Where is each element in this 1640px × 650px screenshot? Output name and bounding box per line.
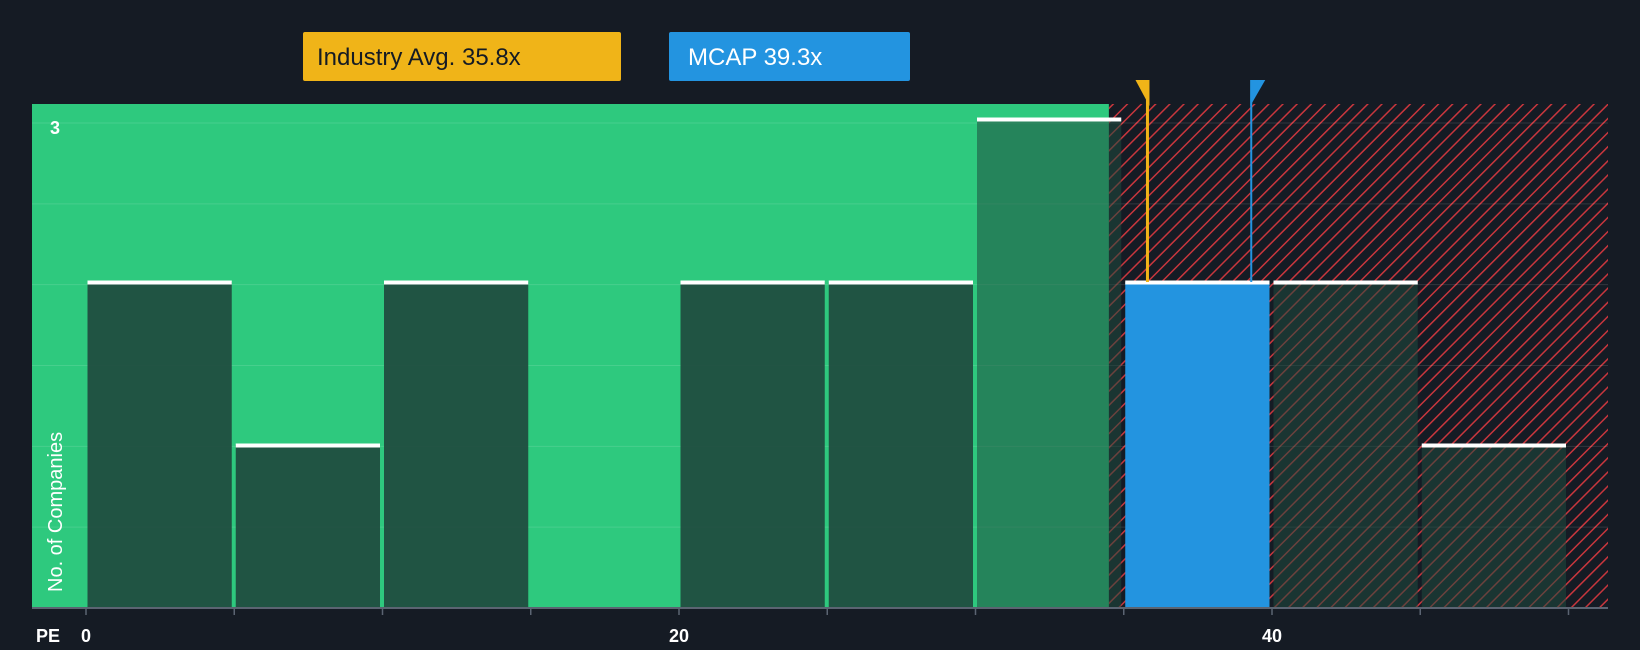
bar-top-0 [87,280,232,285]
company-pe-pointer [1250,80,1266,106]
bar-25 [828,282,973,608]
bar-top-35 [1125,280,1270,285]
bar-top-45 [1421,443,1566,448]
bar-top-10 [384,280,529,285]
industry-avg-callout [303,32,621,81]
y-axis-title: No. of Companies [45,432,67,592]
bar-10 [384,282,529,608]
bar-top-25 [828,280,973,285]
company-pe-callout [669,32,910,81]
x-tick-label-40: 40 [1262,626,1282,646]
bar-0 [87,282,232,608]
industry-avg-pointer [1135,80,1150,106]
bar-45 [1421,445,1566,608]
bar-30 [977,119,1122,608]
industry-avg-label: Industry Avg. 35.8x [317,44,521,71]
x-axis-title: PE [36,626,60,646]
bar-35 [1125,282,1270,608]
bar-top-30 [977,117,1122,122]
company-pe-label: MCAP 39.3x [688,44,822,71]
bar-top-5 [235,443,380,448]
x-tick-label-20: 20 [669,626,689,646]
x-tick-label-0: 0 [81,626,91,646]
bar-40 [1273,282,1418,608]
bar-20 [680,282,825,608]
bar-top-20 [680,280,825,285]
y-tick-label-3: 3 [50,118,60,138]
bar-5 [235,445,380,608]
bar-top-40 [1273,280,1418,285]
